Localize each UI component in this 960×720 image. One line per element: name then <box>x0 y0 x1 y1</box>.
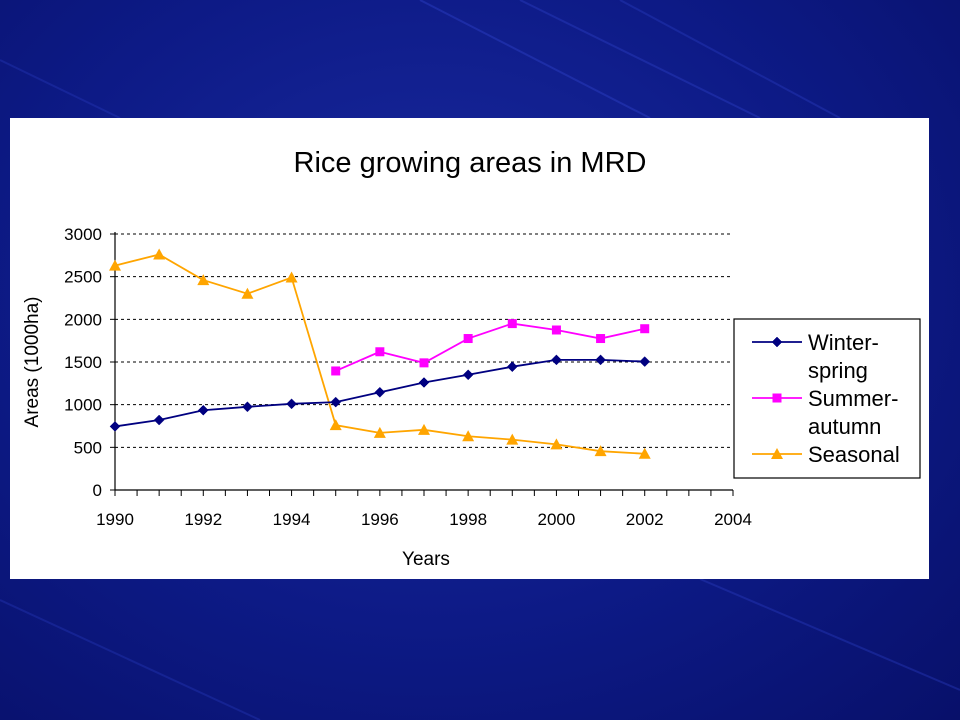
data-point <box>109 421 121 432</box>
data-point <box>419 358 429 368</box>
data-point <box>375 347 385 357</box>
series-group <box>109 248 651 459</box>
legend-marker <box>771 336 783 348</box>
data-point <box>506 361 518 373</box>
x-tick-label: 1998 <box>449 510 487 529</box>
data-point <box>506 433 519 445</box>
data-point <box>462 430 475 442</box>
y-tick-label: 1000 <box>64 396 102 415</box>
legend-label: autumn <box>808 414 881 439</box>
chart-title: Rice growing areas in MRD <box>294 147 647 179</box>
data-point <box>286 398 297 410</box>
chart-panel: Rice growing areas in MRD 0 500 1000 1500 20… <box>10 118 929 579</box>
data-point <box>551 325 561 335</box>
series-0 <box>109 354 651 432</box>
legend-marker <box>772 393 782 403</box>
data-point <box>463 334 473 344</box>
y-tick-label: 2000 <box>64 310 102 329</box>
y-tick-label: 1500 <box>64 353 102 372</box>
data-point <box>330 396 342 408</box>
data-point <box>462 369 474 381</box>
legend-label: Winter- <box>808 330 879 355</box>
data-point <box>639 356 651 367</box>
line-chart: Rice growing areas in MRD 0 500 1000 1500 20… <box>22 147 921 570</box>
series-2 <box>109 248 651 459</box>
x-tick-label: 1990 <box>96 510 134 529</box>
x-tick-label: 2002 <box>626 510 664 529</box>
data-point <box>418 377 430 388</box>
data-point <box>594 445 607 457</box>
y-axis-label: Areas (1000ha) <box>22 297 43 428</box>
data-point <box>331 366 341 376</box>
y-tick-label: 3000 <box>64 225 102 244</box>
data-point <box>197 404 209 416</box>
legend-label: Summer- <box>808 386 898 411</box>
legend-marker <box>771 448 783 459</box>
data-point <box>109 259 121 271</box>
x-tick-label: 2004 <box>714 510 752 529</box>
data-point <box>153 248 166 260</box>
data-point <box>197 274 210 286</box>
data-point <box>595 354 606 366</box>
legend: Winter-spring Summer-autumn Seasonal <box>733 318 921 479</box>
data-point <box>285 271 298 283</box>
axes <box>110 232 734 496</box>
data-point <box>551 354 562 366</box>
x-tick-label: 2000 <box>538 510 576 529</box>
series-line <box>335 322 645 372</box>
data-point <box>507 319 517 329</box>
series-1 <box>331 319 650 376</box>
y-tick-label: 500 <box>74 438 102 457</box>
data-point <box>374 386 386 398</box>
x-tick-label: 1996 <box>361 510 399 529</box>
data-point <box>640 324 650 334</box>
data-point <box>638 447 651 459</box>
y-tick-label: 0 <box>93 481 102 500</box>
x-tick-labels: 1990 1992 1994 1996 1998 2000 2002 2004 <box>96 510 752 529</box>
legend-label: spring <box>808 358 868 383</box>
y-tick-label: 2500 <box>64 268 102 287</box>
data-point <box>373 426 386 438</box>
x-axis-label: Years <box>402 549 450 570</box>
y-tick-labels: 0 500 1000 1500 2000 2500 3000 <box>64 225 102 500</box>
data-point <box>596 334 606 344</box>
data-point <box>241 287 254 299</box>
grid-lines <box>115 233 733 448</box>
data-point <box>242 401 253 413</box>
x-tick-label: 1992 <box>184 510 222 529</box>
x-tick-label: 1994 <box>273 510 311 529</box>
data-point <box>418 423 430 435</box>
data-point <box>550 438 563 450</box>
data-point <box>153 414 165 426</box>
legend-label: Seasonal <box>808 442 900 467</box>
data-point <box>329 419 342 431</box>
